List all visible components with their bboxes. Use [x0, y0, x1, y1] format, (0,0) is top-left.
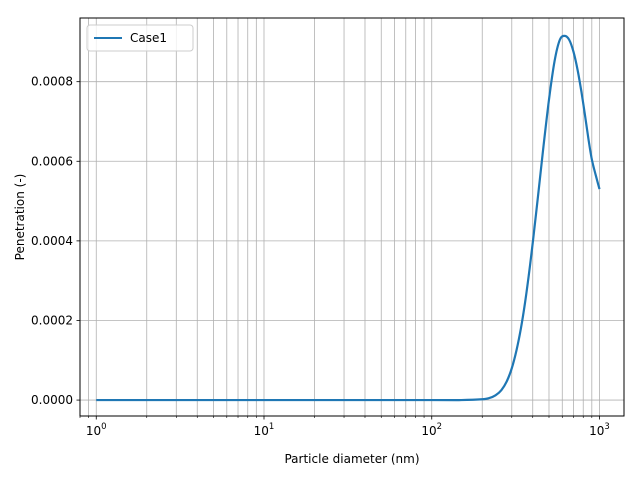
- x-tick-label: 100: [86, 422, 107, 438]
- x-tick-label-base: 10: [589, 424, 604, 438]
- y-tick-label: 0.0002: [31, 313, 73, 327]
- x-tick-label: 103: [589, 422, 610, 438]
- series-line-case1: [96, 34, 601, 402]
- x-tick-label-exponent: 1: [269, 422, 274, 432]
- plot-frame: [79, 17, 625, 417]
- x-tick-label-base: 10: [86, 424, 101, 438]
- legend: Case1: [86, 24, 194, 52]
- x-tick-label-exponent: 0: [101, 422, 106, 432]
- legend-box: [86, 24, 194, 52]
- grid: [79, 18, 624, 416]
- x-tick-label-base: 10: [421, 424, 436, 438]
- x-tick-label: 102: [421, 422, 442, 438]
- x-tick-label-base: 10: [254, 424, 269, 438]
- x-tick-label-exponent: 2: [437, 422, 442, 432]
- y-tick-label: 0.0000: [31, 393, 73, 407]
- legend-label-case1: Case1: [130, 31, 167, 45]
- y-tick-label: 0.0006: [31, 154, 73, 168]
- x-tick-label: 101: [254, 422, 275, 438]
- y-tick-label: 0.0004: [31, 234, 73, 248]
- x-tick-label-exponent: 3: [604, 422, 609, 432]
- series-area: [96, 34, 601, 402]
- y-tick-label: 0.0008: [31, 75, 73, 89]
- y-axis-label: Penetration (-): [13, 174, 27, 261]
- x-axis-label: Particle diameter (nm): [284, 452, 419, 466]
